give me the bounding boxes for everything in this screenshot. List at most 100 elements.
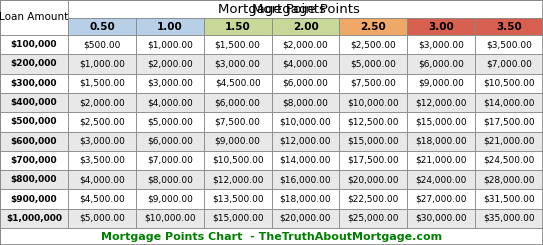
Bar: [204, 170, 272, 189]
Text: $3,500.00: $3,500.00: [486, 40, 532, 49]
Text: $6,000.00: $6,000.00: [282, 79, 329, 88]
Text: $10,000.00: $10,000.00: [348, 98, 399, 107]
Bar: [204, 112, 272, 132]
Text: $6,000.00: $6,000.00: [147, 137, 193, 146]
Bar: [475, 54, 543, 74]
Text: $21,000.00: $21,000.00: [415, 156, 467, 165]
Bar: [272, 54, 339, 74]
Bar: [68, 112, 136, 132]
Bar: [136, 93, 204, 112]
Bar: [475, 151, 543, 170]
Text: $6,000.00: $6,000.00: [214, 98, 261, 107]
Bar: [204, 54, 272, 74]
Text: $15,000.00: $15,000.00: [415, 117, 467, 126]
Bar: [68, 35, 136, 54]
Bar: [204, 209, 272, 228]
Text: $9,000.00: $9,000.00: [147, 195, 193, 204]
Bar: [0, 93, 68, 112]
Text: $10,000.00: $10,000.00: [144, 214, 195, 223]
Bar: [407, 93, 475, 112]
Text: $4,500.00: $4,500.00: [79, 195, 125, 204]
Bar: [136, 209, 204, 228]
Text: $5,000.00: $5,000.00: [79, 214, 125, 223]
Bar: [475, 170, 543, 189]
Text: $14,000.00: $14,000.00: [280, 156, 331, 165]
Text: $8,000.00: $8,000.00: [282, 98, 329, 107]
Text: $1,000,000: $1,000,000: [6, 214, 62, 223]
Text: $7,000.00: $7,000.00: [486, 60, 532, 68]
Bar: [0, 35, 68, 54]
Bar: [339, 74, 407, 93]
Text: $7,500.00: $7,500.00: [350, 79, 396, 88]
Text: $12,000.00: $12,000.00: [212, 175, 263, 184]
Bar: [136, 189, 204, 209]
Bar: [204, 93, 272, 112]
Text: $4,500.00: $4,500.00: [215, 79, 261, 88]
Bar: [475, 189, 543, 209]
Bar: [0, 228, 543, 245]
Text: 0.50: 0.50: [89, 22, 115, 32]
Bar: [272, 151, 339, 170]
Bar: [204, 35, 272, 54]
Text: $900,000: $900,000: [11, 195, 58, 204]
Text: $800,000: $800,000: [11, 175, 57, 184]
Text: $15,000.00: $15,000.00: [212, 214, 263, 223]
Bar: [475, 132, 543, 151]
Bar: [272, 18, 339, 35]
Bar: [272, 93, 339, 112]
Bar: [407, 18, 475, 35]
Bar: [407, 54, 475, 74]
Text: $1,000.00: $1,000.00: [147, 40, 193, 49]
Bar: [68, 0, 543, 18]
Text: $8,000.00: $8,000.00: [147, 175, 193, 184]
Text: $30,000.00: $30,000.00: [415, 214, 467, 223]
Bar: [68, 132, 136, 151]
Text: $3,000.00: $3,000.00: [79, 137, 125, 146]
Bar: [339, 93, 407, 112]
Bar: [136, 35, 204, 54]
Bar: [0, 170, 68, 189]
Bar: [0, 151, 68, 170]
Text: $20,000.00: $20,000.00: [348, 175, 399, 184]
Text: $2,000.00: $2,000.00: [282, 40, 329, 49]
Text: $21,000.00: $21,000.00: [483, 137, 535, 146]
Bar: [136, 74, 204, 93]
Text: $18,000.00: $18,000.00: [280, 195, 331, 204]
Bar: [339, 151, 407, 170]
Text: $3,000.00: $3,000.00: [214, 60, 261, 68]
Text: $35,000.00: $35,000.00: [483, 214, 535, 223]
Text: $7,500.00: $7,500.00: [214, 117, 261, 126]
Bar: [272, 132, 339, 151]
Text: $2,000.00: $2,000.00: [79, 98, 125, 107]
Bar: [272, 189, 339, 209]
Bar: [407, 189, 475, 209]
Bar: [204, 74, 272, 93]
Text: $2,500.00: $2,500.00: [79, 117, 125, 126]
Text: $24,500.00: $24,500.00: [483, 156, 535, 165]
Bar: [475, 112, 543, 132]
Bar: [407, 35, 475, 54]
Bar: [68, 54, 136, 74]
Text: $3,500.00: $3,500.00: [79, 156, 125, 165]
Bar: [136, 112, 204, 132]
Bar: [68, 93, 136, 112]
Text: $17,500.00: $17,500.00: [348, 156, 399, 165]
Bar: [68, 189, 136, 209]
Bar: [272, 170, 339, 189]
Text: $20,000.00: $20,000.00: [280, 214, 331, 223]
Bar: [0, 0, 543, 18]
Text: $6,000.00: $6,000.00: [418, 60, 464, 68]
Bar: [136, 170, 204, 189]
Bar: [339, 189, 407, 209]
Text: $1,500.00: $1,500.00: [79, 79, 125, 88]
Text: $4,000.00: $4,000.00: [79, 175, 125, 184]
Text: $9,000.00: $9,000.00: [418, 79, 464, 88]
Text: $3,000.00: $3,000.00: [147, 79, 193, 88]
Bar: [204, 151, 272, 170]
Text: $300,000: $300,000: [11, 79, 57, 88]
Text: $27,000.00: $27,000.00: [415, 195, 467, 204]
Bar: [407, 74, 475, 93]
Bar: [339, 170, 407, 189]
Text: $400,000: $400,000: [11, 98, 58, 107]
Bar: [475, 18, 543, 35]
